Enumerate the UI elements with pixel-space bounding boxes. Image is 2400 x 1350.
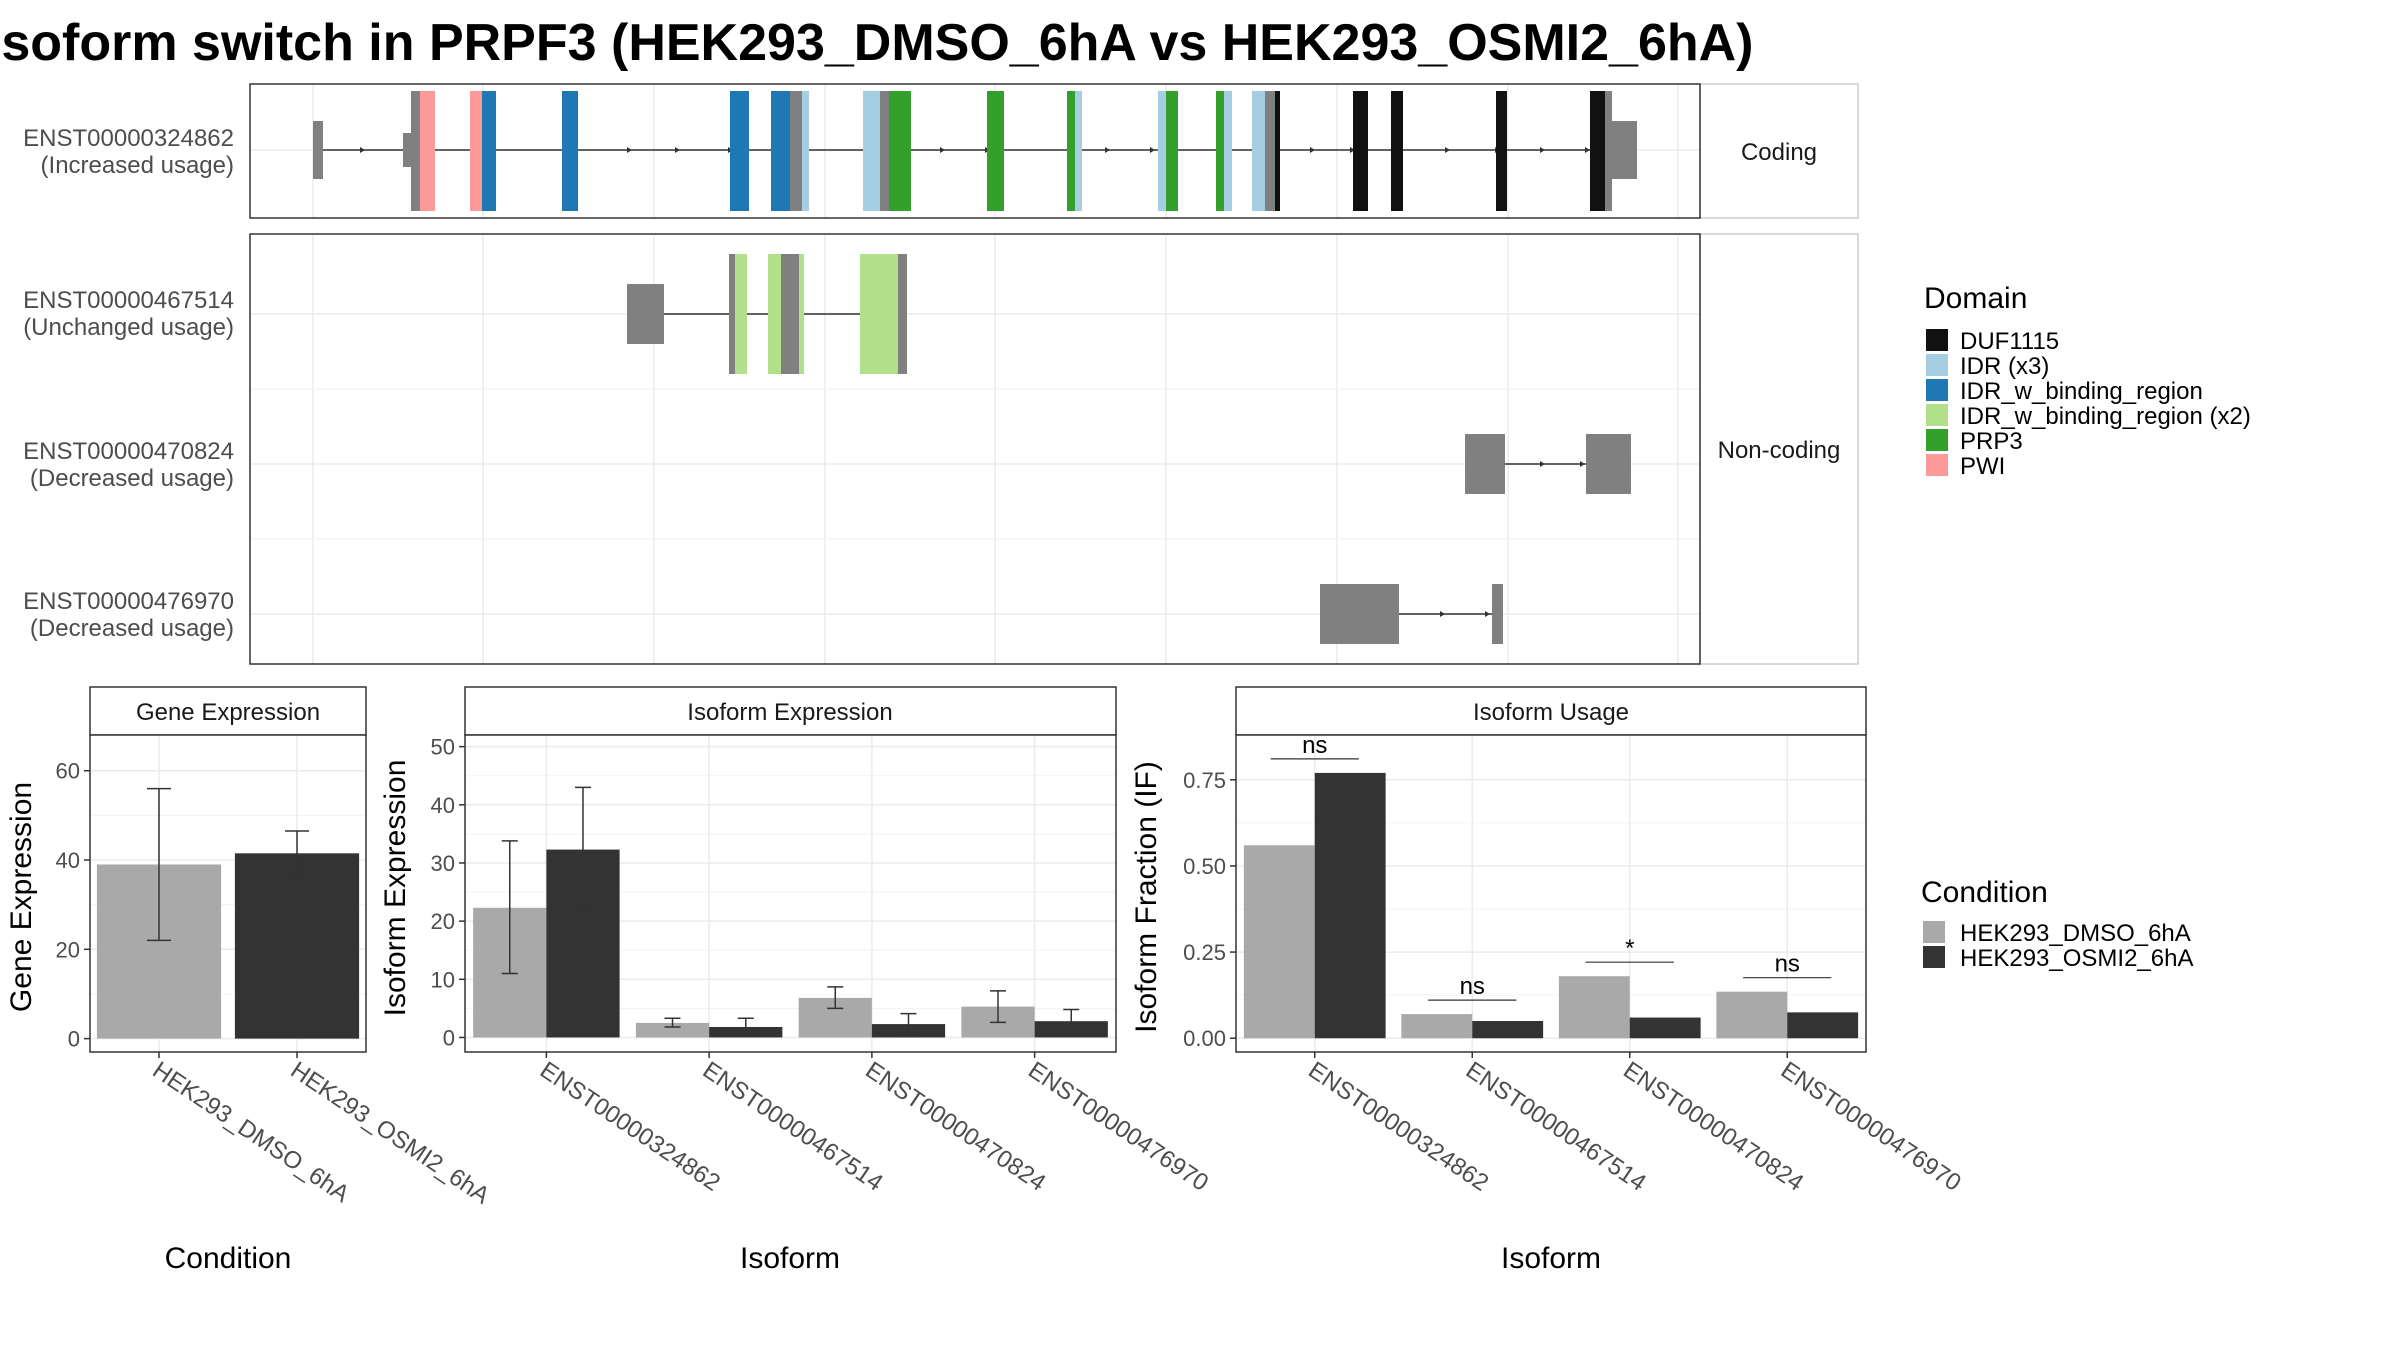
- isoform-usage-strip-title: Isoform Usage: [1473, 699, 1629, 726]
- bar: [234, 853, 360, 1039]
- isoform-expression-ylabel: Isoform Expression: [379, 760, 412, 1017]
- plot-title: The isoform switch in PRPF3 (HEK293_DMSO…: [0, 14, 1754, 72]
- plot-border: [464, 734, 1117, 1053]
- facet-label-noncoding: Non-coding: [1718, 437, 1841, 464]
- bar: [1558, 976, 1630, 1039]
- bar: [1472, 1020, 1544, 1039]
- noncoding-facet: [249, 233, 1701, 665]
- legend-swatch-prp3: [1926, 429, 1948, 451]
- bar: [635, 1022, 710, 1038]
- isoform-expression-strip-title: Isoform Expression: [687, 699, 892, 726]
- isoform-label-2-id: ENST00000470824: [23, 438, 234, 465]
- y-tick-label: 40: [56, 848, 80, 873]
- legend-label-idr-binding-x2: IDR_w_binding_region (x2): [1960, 403, 2251, 430]
- legend-label-osmi2: HEK293_OSMI2_6hA: [1960, 945, 2193, 972]
- isoform-usage-xlabel: Isoform: [1501, 1242, 1601, 1275]
- y-tick-label: 0: [68, 1027, 80, 1052]
- plot-border: [1235, 734, 1867, 1053]
- legend-swatch-idr-binding-x2: [1926, 404, 1948, 426]
- transcript-ENST00000324862: [313, 91, 1637, 211]
- plot-border: [89, 734, 367, 1053]
- isoform-usage-ylabel: Isoform Fraction (IF): [1130, 761, 1163, 1033]
- legend-label-idr-binding: IDR_w_binding_region: [1960, 378, 2203, 405]
- y-tick-label: 0: [443, 1025, 455, 1050]
- isoform-expression-panel: Isoform Expression 0 10 20 30 40 50 ENST000003…: [379, 686, 1213, 1275]
- noncoding-grid: [250, 234, 1700, 664]
- structure-panel: Coding Non-coding: [23, 83, 1859, 665]
- legend-swatch-pwi: [1926, 454, 1948, 476]
- condition-legend: Condition HEK293_DMSO_6hA HEK293_OSMI2_6…: [1921, 876, 2193, 972]
- y-tick-label: 0.50: [1183, 854, 1226, 879]
- x-tick-label: ENST00000470824: [861, 1057, 1051, 1197]
- isoform-label-0-id: ENST00000324862: [23, 125, 234, 152]
- legend-swatch-idr-binding: [1926, 379, 1948, 401]
- significance-label: ns: [1460, 973, 1485, 1000]
- significance-label: ns: [1775, 951, 1800, 978]
- bar: [1401, 1014, 1473, 1039]
- y-tick-label: 30: [431, 851, 455, 876]
- bar: [1243, 845, 1315, 1039]
- y-tick-label: 0.00: [1183, 1026, 1226, 1051]
- transcript-ENST00000476970: [1320, 584, 1503, 644]
- legend-swatch-idr: [1926, 354, 1948, 376]
- legend-label-prp3: PRP3: [1960, 428, 2023, 455]
- y-tick-label: 20: [431, 909, 455, 934]
- condition-legend-title: Condition: [1921, 876, 2048, 909]
- bar: [1716, 991, 1788, 1039]
- x-tick-label: ENST00000324862: [535, 1057, 725, 1197]
- transcript-ENST00000470824: [1465, 434, 1631, 494]
- isoform-expression-xlabel: Isoform: [740, 1242, 840, 1275]
- domain-legend-title: Domain: [1924, 282, 2027, 315]
- facet-label-coding: Coding: [1741, 139, 1817, 166]
- y-tick-label: 50: [431, 735, 455, 760]
- legend-label-dmso: HEK293_DMSO_6hA: [1960, 920, 2191, 947]
- legend-label-duf1115: DUF1115: [1960, 328, 2059, 355]
- coding-facet: [249, 83, 1701, 219]
- legend-swatch-duf1115: [1926, 329, 1948, 351]
- y-tick-label: 20: [56, 937, 80, 962]
- significance-label: ns: [1302, 732, 1327, 759]
- significance-label: *: [1625, 935, 1634, 962]
- gene-expression-strip-title: Gene Expression: [136, 699, 320, 726]
- gene-expression-xlabel: Condition: [165, 1242, 292, 1275]
- legend-label-idr: IDR (x3): [1960, 353, 2049, 380]
- isoform-label-3-id: ENST00000476970: [23, 588, 234, 615]
- transcript-ENST00000467514: [627, 254, 907, 374]
- gene-expression-panel: Gene Expression 0204060HEK293_DMSO_6hAHE…: [5, 686, 494, 1275]
- x-tick-label: ENST00000476970: [1023, 1057, 1213, 1197]
- bar: [1787, 1012, 1859, 1039]
- isoform-usage-panel: Isoform Usage 0.000.250.500.75nsENST0000…: [1130, 686, 1966, 1275]
- y-tick-label: 0.25: [1183, 940, 1226, 965]
- isoform-label-0-usage: (Increased usage): [41, 152, 234, 179]
- isoform-label-1-usage: (Unchanged usage): [23, 314, 234, 341]
- isoform-label-2-usage: (Decreased usage): [30, 465, 234, 492]
- legend-swatch-osmi2: [1923, 946, 1945, 968]
- y-tick-label: 40: [431, 793, 455, 818]
- legend-swatch-dmso: [1923, 921, 1945, 943]
- legend-label-pwi: PWI: [1960, 453, 2005, 480]
- gene-expression-ylabel: Gene Expression: [5, 782, 38, 1012]
- x-tick-label: ENST00000467514: [698, 1057, 888, 1197]
- y-tick-label: 60: [56, 759, 80, 784]
- y-tick-label: 10: [431, 967, 455, 992]
- y-tick-label: 0.75: [1183, 768, 1226, 793]
- bar: [1314, 772, 1386, 1039]
- isoform-label-1-id: ENST00000467514: [23, 287, 234, 314]
- bar: [1629, 1017, 1701, 1039]
- isoform-label-3-usage: (Decreased usage): [30, 615, 234, 642]
- domain-legend: Domain DUF1115 IDR (x3) IDR_w_binding_re…: [1924, 282, 2251, 480]
